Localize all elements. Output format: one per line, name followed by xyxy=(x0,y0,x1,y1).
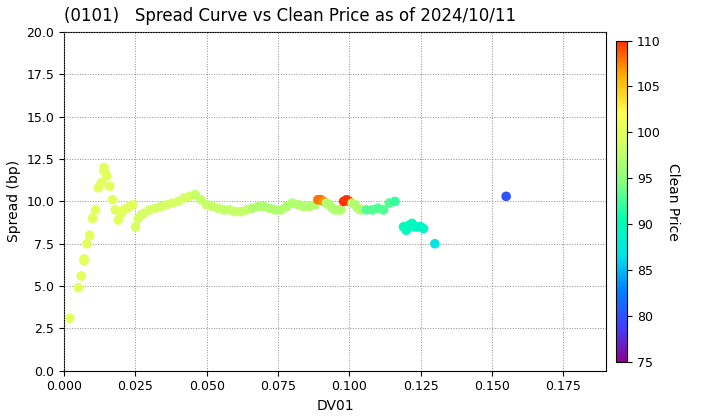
Point xyxy=(346,200,358,207)
Point xyxy=(264,205,275,212)
Point xyxy=(115,210,127,217)
Point xyxy=(207,203,218,210)
Point xyxy=(329,207,341,213)
Point xyxy=(355,207,366,213)
Point xyxy=(275,207,287,213)
Point xyxy=(195,197,207,203)
Point xyxy=(298,203,310,210)
Point xyxy=(341,197,352,203)
Point xyxy=(366,207,378,213)
Point xyxy=(184,193,195,199)
Point xyxy=(178,194,189,201)
Point xyxy=(98,164,109,171)
Y-axis label: Spread (bp): Spread (bp) xyxy=(7,160,21,242)
Point xyxy=(397,223,409,230)
Point xyxy=(406,220,418,227)
Point xyxy=(73,284,84,291)
Point xyxy=(107,197,118,203)
Point xyxy=(352,205,364,212)
Point xyxy=(130,223,141,230)
Point xyxy=(400,227,412,234)
Point xyxy=(112,217,124,223)
Point xyxy=(76,273,87,279)
Point xyxy=(98,168,109,174)
Point xyxy=(78,256,90,262)
Point xyxy=(403,222,415,228)
Text: (0101)   Spread Curve vs Clean Price as of 2024/10/11: (0101) Spread Curve vs Clean Price as of… xyxy=(64,7,516,25)
Point xyxy=(241,207,253,213)
Point xyxy=(121,205,132,212)
Point xyxy=(252,203,264,210)
Point xyxy=(390,198,401,205)
Point xyxy=(64,315,76,322)
Point xyxy=(96,179,107,186)
Point xyxy=(320,200,332,207)
Point xyxy=(101,173,112,179)
Point xyxy=(246,205,258,212)
Point xyxy=(326,205,338,212)
Point xyxy=(258,203,269,210)
Point xyxy=(412,223,423,230)
Point xyxy=(201,202,212,208)
Point xyxy=(150,205,161,212)
Point xyxy=(161,202,173,208)
Point xyxy=(109,207,121,213)
Point xyxy=(281,203,292,210)
Point xyxy=(93,184,104,191)
Point xyxy=(361,207,372,213)
Point xyxy=(230,208,241,215)
Point xyxy=(312,197,324,203)
Point xyxy=(218,207,230,213)
Point xyxy=(104,183,115,189)
Point xyxy=(235,208,247,215)
Point xyxy=(118,207,130,213)
Point xyxy=(500,193,512,199)
Point xyxy=(335,207,346,213)
Point xyxy=(378,207,390,213)
Point xyxy=(315,197,327,203)
Point xyxy=(304,203,315,210)
Point xyxy=(323,202,335,208)
Point xyxy=(172,198,184,205)
Point xyxy=(127,202,138,208)
Point xyxy=(343,198,355,205)
Point xyxy=(124,203,135,210)
Point xyxy=(81,240,93,247)
Point xyxy=(415,223,426,230)
Point xyxy=(87,215,99,222)
Point xyxy=(418,225,429,232)
Point xyxy=(156,203,167,210)
Point xyxy=(269,207,281,213)
Point xyxy=(189,191,201,198)
Point xyxy=(349,202,361,208)
Point xyxy=(332,207,343,213)
Point xyxy=(310,202,321,208)
Point xyxy=(212,205,224,212)
Point xyxy=(287,200,298,207)
Point xyxy=(90,207,102,213)
Point xyxy=(318,198,329,205)
Point xyxy=(292,202,304,208)
Point xyxy=(167,200,179,207)
Point xyxy=(78,257,90,264)
X-axis label: DV01: DV01 xyxy=(316,399,354,413)
Point xyxy=(372,205,384,212)
Point xyxy=(224,207,235,213)
Point xyxy=(84,232,96,239)
Point xyxy=(138,210,150,217)
Point xyxy=(338,198,349,205)
Y-axis label: Clean Price: Clean Price xyxy=(666,163,680,240)
Point xyxy=(144,207,156,213)
Point xyxy=(409,223,420,230)
Point xyxy=(135,212,147,218)
Point xyxy=(429,240,441,247)
Point xyxy=(132,215,144,222)
Point xyxy=(384,200,395,207)
